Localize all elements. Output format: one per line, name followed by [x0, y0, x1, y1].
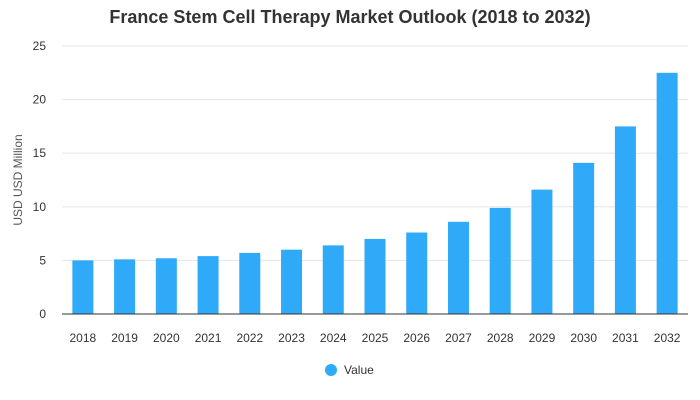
- bar-2031[interactable]: [614, 126, 636, 315]
- bar-2028[interactable]: [489, 207, 511, 314]
- bar-2021[interactable]: [197, 256, 219, 314]
- bar-2022[interactable]: [239, 252, 261, 314]
- x-axis-ticks: 2018 2019 2020 2021 2022 2023 2024 2025 2026 2027…: [70, 331, 681, 345]
- bar-2030[interactable]: [573, 162, 595, 314]
- x-tick-label: 2030: [570, 331, 597, 345]
- bar-2019[interactable]: [114, 259, 136, 314]
- bar-2018[interactable]: [72, 260, 94, 314]
- y-tick-label: 10: [33, 200, 47, 214]
- x-tick-label: 2021: [195, 331, 222, 345]
- y-tick-label: 0: [39, 307, 46, 321]
- y-tick-label: 25: [33, 39, 47, 53]
- x-tick-label: 2027: [445, 331, 472, 345]
- y-axis-ticks: 0 5 10 15 20 25: [33, 39, 47, 321]
- x-tick-label: 2018: [70, 331, 97, 345]
- bar-2029[interactable]: [531, 189, 553, 314]
- y-tick-label: 20: [33, 93, 47, 107]
- x-tick-label: 2022: [236, 331, 263, 345]
- x-tick-label: 2026: [403, 331, 430, 345]
- x-tick-label: 2025: [362, 331, 389, 345]
- bars: [72, 72, 678, 315]
- x-tick-label: 2028: [487, 331, 514, 345]
- legend[interactable]: Value: [325, 363, 374, 377]
- bar-2023[interactable]: [281, 249, 303, 314]
- bar-2025[interactable]: [364, 238, 386, 314]
- y-tick-label: 5: [39, 253, 46, 267]
- chart-title: France Stem Cell Therapy Market Outlook …: [109, 7, 591, 27]
- x-tick-label: 2029: [529, 331, 556, 345]
- bar-2027[interactable]: [447, 221, 469, 314]
- y-axis-label: USD USD Million: [11, 134, 25, 225]
- x-tick-label: 2032: [654, 331, 681, 345]
- y-tick-label: 15: [33, 146, 47, 160]
- x-tick-label: 2031: [612, 331, 639, 345]
- bar-2032[interactable]: [656, 72, 678, 314]
- bar-2026[interactable]: [406, 232, 428, 314]
- x-tick-label: 2023: [278, 331, 305, 345]
- legend-label: Value: [344, 363, 374, 377]
- x-tick-label: 2020: [153, 331, 180, 345]
- legend-marker: [325, 364, 337, 376]
- x-tick-label: 2019: [111, 331, 138, 345]
- x-tick-label: 2024: [320, 331, 347, 345]
- bar-2020[interactable]: [155, 258, 177, 314]
- bar-2024[interactable]: [322, 245, 344, 314]
